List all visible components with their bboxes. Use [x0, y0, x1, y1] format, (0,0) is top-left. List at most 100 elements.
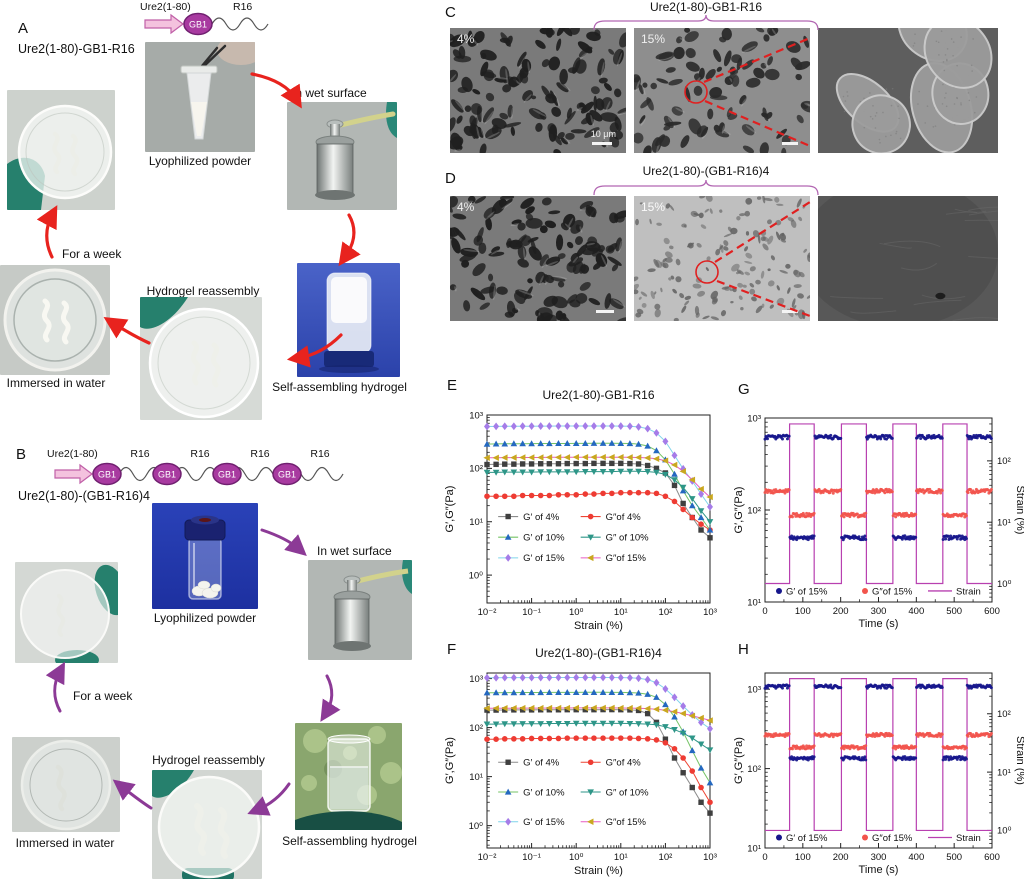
svg-text:400: 400 — [908, 852, 924, 863]
svg-text:G′ of 10%: G′ of 10% — [523, 787, 565, 798]
arrow-a-powder-to-wet — [250, 72, 302, 109]
panel-d-title: Ure2(1-80)-(GB1-R16)4 — [642, 164, 770, 178]
svg-text:100: 100 — [795, 606, 811, 617]
sem-d1-scalebar — [596, 310, 614, 313]
svg-text:Strain (%): Strain (%) — [1014, 736, 1024, 785]
svg-text:10⁰: 10⁰ — [997, 826, 1012, 837]
svg-text:100: 100 — [795, 852, 811, 863]
svg-text:G″of 15%: G″of 15% — [872, 833, 913, 844]
schematic-b-gb1-label-3: GB1 — [218, 470, 236, 480]
schematic-b-tail-label-4: R16 — [310, 448, 329, 460]
svg-text:10⁰: 10⁰ — [469, 570, 484, 581]
svg-text:G′,G″(Pa): G′,G″(Pa) — [444, 737, 456, 784]
caption-b-powder: Lyophilized powder — [153, 611, 257, 625]
svg-text:400: 400 — [908, 606, 924, 617]
photo-b-gel-disc-held — [15, 562, 118, 663]
schematic-b-gb1-domains — [92, 462, 302, 486]
svg-text:10²: 10² — [747, 764, 761, 775]
panel-e-label: E — [447, 377, 458, 394]
svg-text:600: 600 — [984, 852, 1000, 863]
sem-d-15pct-label: 15% — [641, 200, 666, 214]
svg-text:G″ of 10%: G″ of 10% — [606, 787, 650, 798]
svg-text:G′ of 10%: G′ of 10% — [523, 533, 565, 544]
sem-c-15pct-label: 15% — [641, 32, 666, 46]
svg-text:Ure2(1-80)-GB1-R16: Ure2(1-80)-GB1-R16 — [542, 388, 654, 402]
panel-g-label: G — [738, 381, 750, 398]
svg-text:500: 500 — [946, 606, 962, 617]
svg-text:G′ of 15%: G′ of 15% — [786, 586, 828, 597]
arrow-b-reassembly-to-immersed — [112, 779, 153, 810]
schematic-a-gb1-domain — [183, 12, 213, 36]
photo-a-gel-disc-held — [7, 90, 115, 210]
schematic-b-tail-label-1: R16 — [130, 448, 149, 460]
panel-a-construct-name: Ure2(1-80)-GB1-R16 — [18, 42, 135, 56]
schematic-b-gb1-label-2: GB1 — [158, 470, 176, 480]
panel-b-schematic: Ure2(1-80) R16 R16 R16 R16 GB1 GB1 GB1 G… — [47, 448, 344, 486]
photo-b-reassembled-gel — [152, 770, 262, 879]
schematic-b-arrow-label: Ure2(1-80) — [47, 448, 98, 460]
svg-text:10²: 10² — [997, 456, 1011, 467]
photo-a-hydrogel-vial — [297, 263, 400, 377]
schematic-a-linker — [211, 17, 269, 31]
svg-text:10⁰: 10⁰ — [469, 821, 484, 832]
schematic-b-linker — [118, 466, 344, 482]
svg-text:G″of 15%: G″of 15% — [606, 817, 647, 828]
svg-text:200: 200 — [833, 606, 849, 617]
photo-b-immersed — [12, 737, 120, 832]
svg-text:G′ of 4%: G′ of 4% — [523, 512, 560, 523]
svg-text:10¹: 10¹ — [997, 518, 1011, 529]
panel-a-schematic: Ure2(1-80) R16 GB1 — [140, 1, 269, 36]
sem-c-15pct: 15% — [634, 28, 810, 153]
svg-text:10⁰: 10⁰ — [569, 607, 584, 618]
svg-text:10²: 10² — [747, 505, 761, 516]
photo-a-immersed — [0, 265, 110, 375]
svg-text:10¹: 10¹ — [997, 767, 1011, 778]
svg-text:10²: 10² — [659, 852, 673, 863]
photo-a-weight — [287, 102, 397, 210]
svg-text:Strain: Strain — [956, 833, 981, 844]
powder-chunks — [191, 580, 222, 599]
photo-a-lyophilized-powder — [145, 42, 255, 152]
photo-b-hydrogel-vial — [295, 723, 402, 830]
panel-c-title: Ure2(1-80)-GB1-R16 — [649, 0, 763, 14]
caption-a-wet-surface: In wet surface — [292, 86, 367, 100]
schematic-a-ure2-arrow — [144, 13, 184, 35]
schematic-a-tail-label: R16 — [233, 1, 252, 13]
panel-a-label: A — [18, 20, 29, 37]
glove — [386, 102, 397, 138]
svg-text:600: 600 — [984, 606, 1000, 617]
svg-text:10⁻²: 10⁻² — [478, 852, 497, 863]
svg-text:G′ of 15%: G′ of 15% — [523, 553, 565, 564]
schematic-a-gb1-label: GB1 — [189, 20, 207, 30]
svg-text:10¹: 10¹ — [614, 852, 628, 863]
panel-b-construct-name: Ure2(1-80)-(GB1-R16)4 — [18, 489, 150, 503]
svg-text:10⁻²: 10⁻² — [478, 607, 497, 618]
svg-text:G′ of 4%: G′ of 4% — [523, 758, 560, 769]
svg-text:Strain (%): Strain (%) — [574, 865, 623, 877]
glove — [295, 811, 402, 830]
svg-text:G″of 4%: G″of 4% — [606, 758, 642, 769]
svg-text:Time (s): Time (s) — [859, 864, 899, 876]
svg-text:10²: 10² — [659, 607, 673, 618]
sem-d-zoom — [818, 196, 998, 321]
photo-a-reassembled-gel — [140, 297, 262, 420]
svg-text:0: 0 — [762, 606, 767, 617]
caption-b-immersed: Immersed in water — [15, 836, 115, 850]
caption-a-immersed: Immersed in water — [6, 376, 106, 390]
svg-text:10³: 10³ — [469, 410, 483, 421]
svg-text:10¹: 10¹ — [469, 517, 483, 528]
glove — [402, 560, 412, 594]
panel-f-label: F — [447, 641, 457, 658]
panel-h-label: H — [738, 641, 749, 658]
schematic-b-tail-label-2: R16 — [190, 448, 209, 460]
photo-b-weight — [308, 560, 412, 660]
gel — [331, 277, 367, 323]
arrow-a-week — [36, 205, 58, 259]
panel-c-label: C — [445, 4, 456, 21]
svg-text:0: 0 — [762, 852, 767, 863]
svg-text:10³: 10³ — [703, 607, 717, 618]
svg-text:10³: 10³ — [703, 852, 717, 863]
panel-b-label: B — [16, 446, 27, 463]
schematic-b-gb1-label-1: GB1 — [98, 470, 116, 480]
